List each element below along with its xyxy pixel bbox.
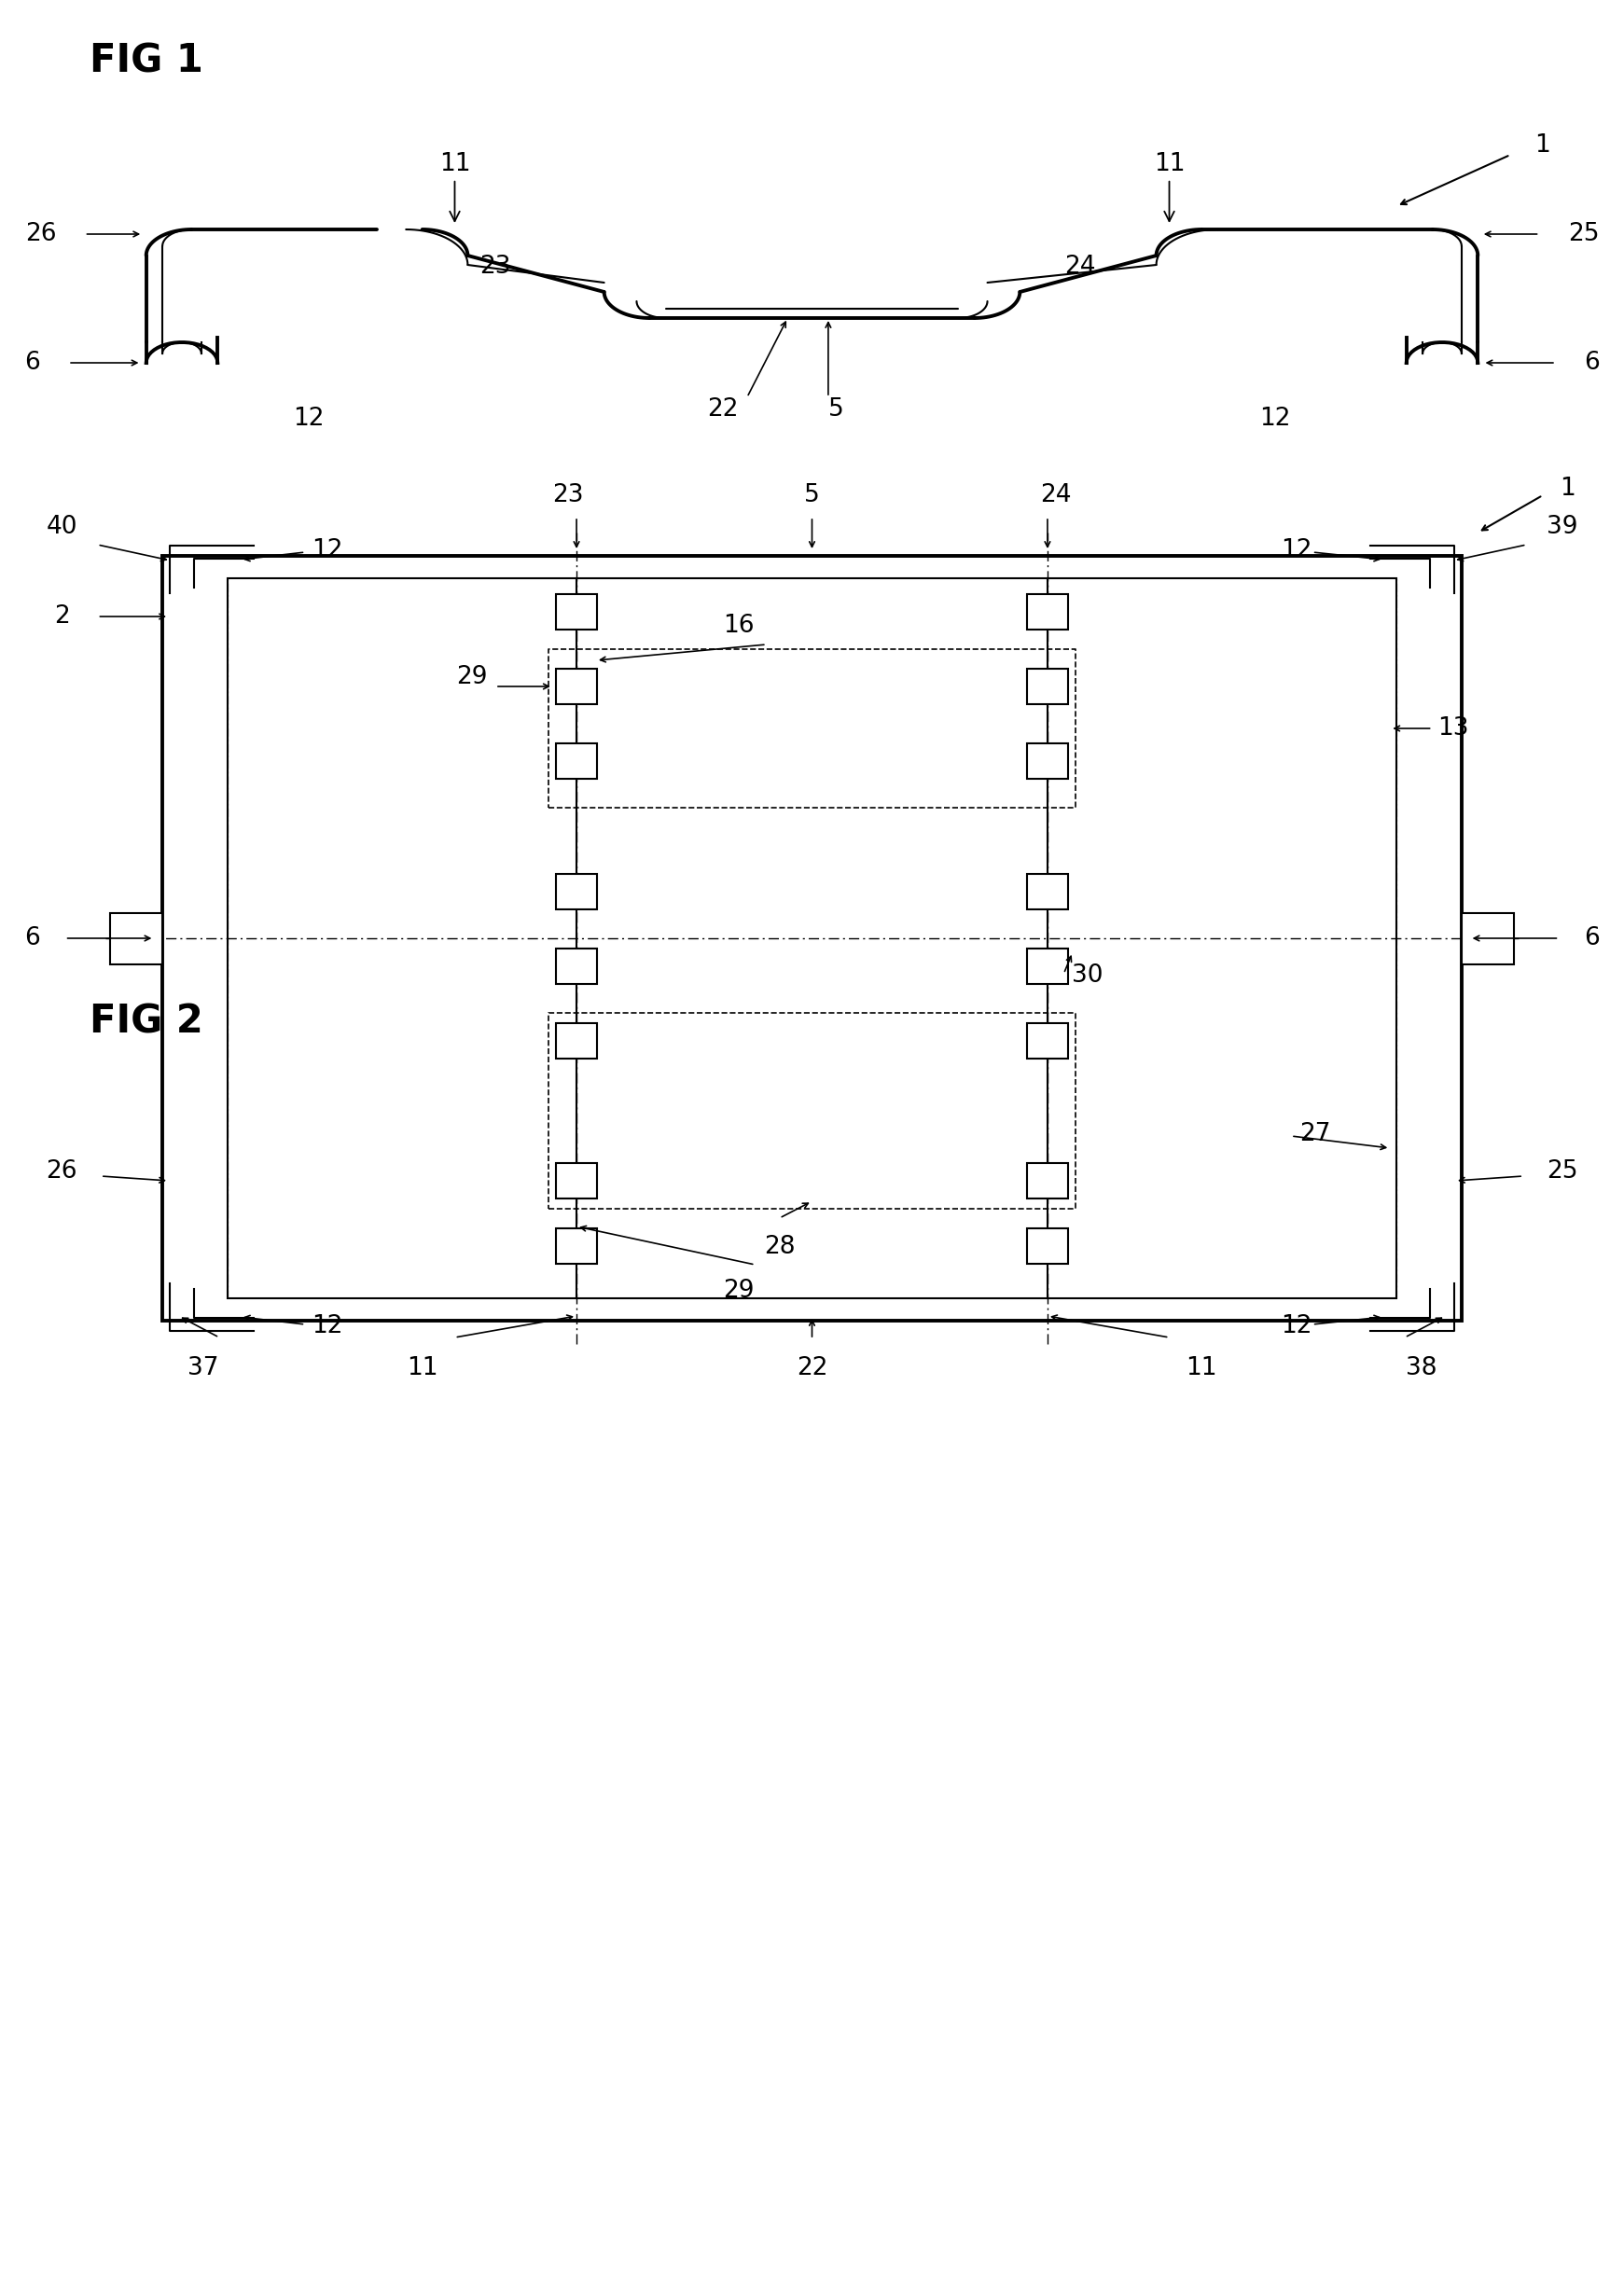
Text: 22: 22 bbox=[796, 1356, 828, 1381]
Text: 11: 11 bbox=[1186, 1356, 1218, 1381]
Bar bbox=[555, 593, 598, 629]
Text: 29: 29 bbox=[456, 666, 487, 688]
Bar bbox=[1028, 593, 1069, 629]
Bar bbox=[162, 557, 1462, 1320]
Bar bbox=[555, 1163, 598, 1200]
Bar bbox=[1028, 1022, 1069, 1059]
Text: 12: 12 bbox=[292, 407, 325, 432]
Text: 38: 38 bbox=[1405, 1356, 1437, 1381]
Text: 37: 37 bbox=[187, 1356, 219, 1381]
Text: 25: 25 bbox=[1567, 223, 1600, 245]
Text: 26: 26 bbox=[45, 1159, 78, 1184]
Bar bbox=[555, 875, 598, 909]
Bar bbox=[1028, 1163, 1069, 1200]
Text: 24: 24 bbox=[1064, 254, 1096, 279]
Text: 29: 29 bbox=[723, 1279, 755, 1302]
Text: 40: 40 bbox=[45, 516, 78, 538]
Text: FIG 1: FIG 1 bbox=[89, 41, 203, 80]
Text: 12: 12 bbox=[312, 1313, 343, 1338]
Text: 12: 12 bbox=[1281, 1313, 1312, 1338]
Bar bbox=[555, 668, 598, 704]
Text: 25: 25 bbox=[1546, 1159, 1579, 1184]
Bar bbox=[555, 947, 598, 984]
Text: 11: 11 bbox=[1153, 152, 1186, 220]
Text: 22: 22 bbox=[706, 398, 739, 423]
Text: 28: 28 bbox=[763, 1236, 796, 1259]
Bar bbox=[227, 579, 1397, 1297]
Text: 16: 16 bbox=[723, 613, 755, 638]
Bar bbox=[1028, 947, 1069, 984]
Text: 24: 24 bbox=[1039, 484, 1072, 507]
Text: 23: 23 bbox=[552, 484, 585, 507]
Bar bbox=[1028, 743, 1069, 779]
Bar bbox=[1028, 1229, 1069, 1263]
Text: 6: 6 bbox=[24, 927, 41, 950]
Text: 6: 6 bbox=[1583, 350, 1600, 375]
Text: 12: 12 bbox=[1259, 407, 1291, 432]
Text: 13: 13 bbox=[1437, 716, 1468, 741]
Text: 30: 30 bbox=[1072, 963, 1103, 988]
Bar bbox=[110, 913, 162, 963]
Text: FIG 2: FIG 2 bbox=[89, 1002, 203, 1041]
Text: 1: 1 bbox=[1535, 134, 1551, 157]
Text: 11: 11 bbox=[406, 1356, 438, 1381]
Text: 11: 11 bbox=[438, 152, 471, 220]
Text: 26: 26 bbox=[24, 223, 57, 245]
Bar bbox=[1028, 668, 1069, 704]
Bar bbox=[555, 1022, 598, 1059]
Text: 6: 6 bbox=[1583, 927, 1600, 950]
Text: 6: 6 bbox=[24, 350, 41, 375]
Text: 23: 23 bbox=[479, 254, 512, 279]
Bar bbox=[1462, 913, 1514, 963]
Text: 12: 12 bbox=[1281, 538, 1312, 563]
Text: 12: 12 bbox=[312, 538, 343, 563]
Text: 1: 1 bbox=[1559, 477, 1575, 500]
Text: 5: 5 bbox=[804, 484, 820, 507]
Bar bbox=[1028, 875, 1069, 909]
Bar bbox=[555, 1229, 598, 1263]
Text: 39: 39 bbox=[1546, 516, 1579, 538]
Text: 2: 2 bbox=[54, 604, 70, 629]
Bar bbox=[555, 743, 598, 779]
Text: 5: 5 bbox=[828, 398, 844, 423]
Text: 27: 27 bbox=[1299, 1122, 1330, 1147]
